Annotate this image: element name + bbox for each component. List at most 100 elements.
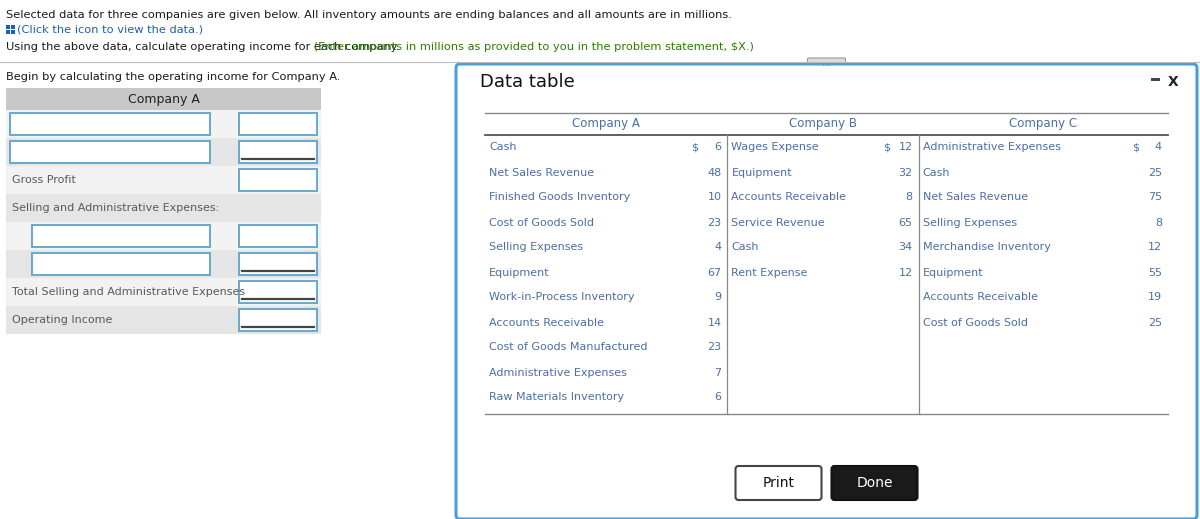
Bar [6, 306, 322, 334]
Text: 48: 48 [707, 168, 721, 177]
Text: Accounts Receivable: Accounts Receivable [923, 293, 1038, 303]
Text: X: X [1168, 75, 1178, 89]
Text: Finished Goods Inventory: Finished Goods Inventory [490, 193, 630, 202]
Text: 19: 19 [1148, 293, 1162, 303]
Bar [239, 225, 317, 247]
Text: Work-in-Process Inventory: Work-in-Process Inventory [490, 293, 635, 303]
Text: $: $ [691, 143, 698, 153]
Text: Equipment: Equipment [923, 267, 983, 278]
Text: Cash: Cash [490, 143, 516, 153]
Text: Cost of Goods Sold: Cost of Goods Sold [923, 318, 1027, 327]
Text: 8: 8 [906, 193, 913, 202]
Text: Selling Expenses: Selling Expenses [490, 242, 583, 253]
Text: 23: 23 [707, 343, 721, 352]
Bar [239, 113, 317, 135]
Text: Gross Profit: Gross Profit [12, 175, 76, 185]
Bar [239, 281, 317, 303]
Bar [6, 88, 322, 110]
Text: Rent Expense: Rent Expense [732, 267, 808, 278]
Text: Service Revenue: Service Revenue [732, 217, 826, 227]
Bar [239, 169, 317, 191]
Text: Total Selling and Administrative Expenses: Total Selling and Administrative Expense… [12, 287, 245, 297]
Bar [6, 166, 322, 194]
Text: 6: 6 [714, 392, 721, 403]
Text: Cost of Goods Sold: Cost of Goods Sold [490, 217, 594, 227]
Text: 6: 6 [714, 143, 721, 153]
Bar [239, 141, 317, 163]
Text: Administrative Expenses: Administrative Expenses [490, 367, 626, 377]
Text: 10: 10 [708, 193, 721, 202]
Text: Company B: Company B [790, 117, 857, 130]
Text: Selling Expenses: Selling Expenses [923, 217, 1016, 227]
Text: Selling and Administrative Expenses:: Selling and Administrative Expenses: [12, 203, 220, 213]
Text: $: $ [1132, 143, 1139, 153]
Text: (Click the icon to view the data.): (Click the icon to view the data.) [17, 24, 203, 34]
Text: 7: 7 [714, 367, 721, 377]
Bar [11, 30, 14, 34]
Text: Net Sales Revenue: Net Sales Revenue [923, 193, 1028, 202]
Bar [6, 138, 322, 166]
Text: Net Sales Revenue: Net Sales Revenue [490, 168, 594, 177]
Bar [6, 250, 322, 278]
Bar [6, 194, 322, 222]
Text: $: $ [883, 143, 889, 153]
Text: Equipment: Equipment [732, 168, 792, 177]
Text: Cost of Goods Manufactured: Cost of Goods Manufactured [490, 343, 648, 352]
Bar [32, 225, 210, 247]
Text: Accounts Receivable: Accounts Receivable [490, 318, 604, 327]
Bar [6, 222, 322, 250]
Bar [10, 113, 210, 135]
Text: 25: 25 [1148, 318, 1162, 327]
Bar [6, 278, 322, 306]
Text: Raw Materials Inventory: Raw Materials Inventory [490, 392, 624, 403]
Text: Print: Print [762, 476, 794, 490]
Text: Merchandise Inventory: Merchandise Inventory [923, 242, 1050, 253]
Bar [10, 141, 210, 163]
Text: 9: 9 [714, 293, 721, 303]
Bar [6, 110, 322, 138]
FancyBboxPatch shape [456, 64, 1198, 519]
Bar [6, 25, 10, 29]
FancyBboxPatch shape [832, 466, 918, 500]
Text: 14: 14 [707, 318, 721, 327]
Bar [6, 110, 322, 334]
FancyBboxPatch shape [808, 58, 846, 69]
Text: 8: 8 [1154, 217, 1162, 227]
Bar [6, 30, 10, 34]
Text: Cash: Cash [732, 242, 758, 253]
Text: 23: 23 [707, 217, 721, 227]
Text: 55: 55 [1148, 267, 1162, 278]
Text: 12: 12 [899, 267, 913, 278]
Bar [239, 309, 317, 331]
Text: Company C: Company C [1009, 117, 1078, 130]
Text: Equipment: Equipment [490, 267, 550, 278]
Bar [1151, 78, 1160, 81]
Text: 67: 67 [707, 267, 721, 278]
Text: Done: Done [857, 476, 893, 490]
Text: Wages Expense: Wages Expense [732, 143, 820, 153]
Text: 4: 4 [1154, 143, 1162, 153]
Text: Cash: Cash [923, 168, 950, 177]
Text: 65: 65 [899, 217, 913, 227]
Text: 32: 32 [899, 168, 913, 177]
Text: 12: 12 [1148, 242, 1162, 253]
Text: Company A: Company A [127, 92, 199, 105]
FancyBboxPatch shape [736, 466, 822, 500]
Text: 4: 4 [714, 242, 721, 253]
Text: ...: ... [822, 59, 830, 68]
Text: (Enter amounts in millions as provided to you in the problem statement, $X.): (Enter amounts in millions as provided t… [310, 42, 754, 52]
Text: Operating Income: Operating Income [12, 315, 113, 325]
Text: Begin by calculating the operating income for Company A.: Begin by calculating the operating incom… [6, 72, 341, 82]
Text: Data table: Data table [480, 73, 575, 91]
Text: 34: 34 [899, 242, 913, 253]
Text: 12: 12 [899, 143, 913, 153]
Bar [11, 25, 14, 29]
Text: Administrative Expenses: Administrative Expenses [923, 143, 1061, 153]
Text: Company A: Company A [572, 117, 640, 130]
Bar [32, 253, 210, 275]
Bar [239, 253, 317, 275]
Text: 25: 25 [1148, 168, 1162, 177]
Text: 75: 75 [1148, 193, 1162, 202]
Text: Accounts Receivable: Accounts Receivable [732, 193, 846, 202]
Text: Selected data for three companies are given below. All inventory amounts are end: Selected data for three companies are gi… [6, 10, 732, 20]
